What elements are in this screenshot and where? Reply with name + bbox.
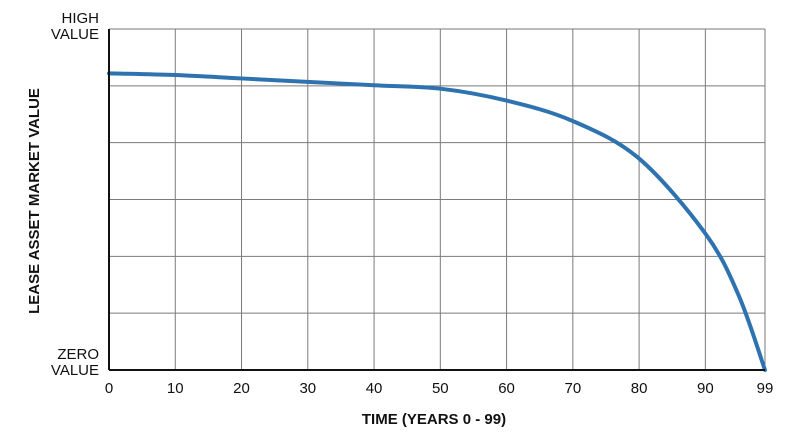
x-tick-label: 20	[233, 380, 250, 397]
y-level-label: ZERO VALUE	[51, 346, 99, 379]
x-tick-label: 0	[105, 380, 113, 397]
x-tick-label: 40	[366, 380, 383, 397]
y-level-label: HIGH VALUE	[51, 10, 99, 43]
x-tick-label: 60	[498, 380, 515, 397]
x-tick-label: 99	[757, 380, 774, 397]
x-tick-label: 70	[564, 380, 581, 397]
series-group	[107, 71, 767, 372]
x-tick-label: 90	[697, 380, 714, 397]
axes	[108, 29, 765, 371]
y-level-labels: HIGH VALUE ZERO VALUE	[51, 10, 99, 379]
x-tick-label: 30	[299, 380, 316, 397]
x-tick-label: 10	[167, 380, 184, 397]
x-axis-title: TIME (YEARS 0 - 99)	[362, 411, 506, 428]
x-tick-labels: 0 10 20 30 40 50 60 70 80 90 99	[105, 380, 774, 397]
grid	[109, 28, 766, 370]
x-tick-label: 80	[631, 380, 648, 397]
x-tick-label: 50	[432, 380, 449, 397]
y-axis-title: LEASE ASSET MARKET VALUE	[26, 88, 43, 314]
series-line	[107, 71, 767, 372]
